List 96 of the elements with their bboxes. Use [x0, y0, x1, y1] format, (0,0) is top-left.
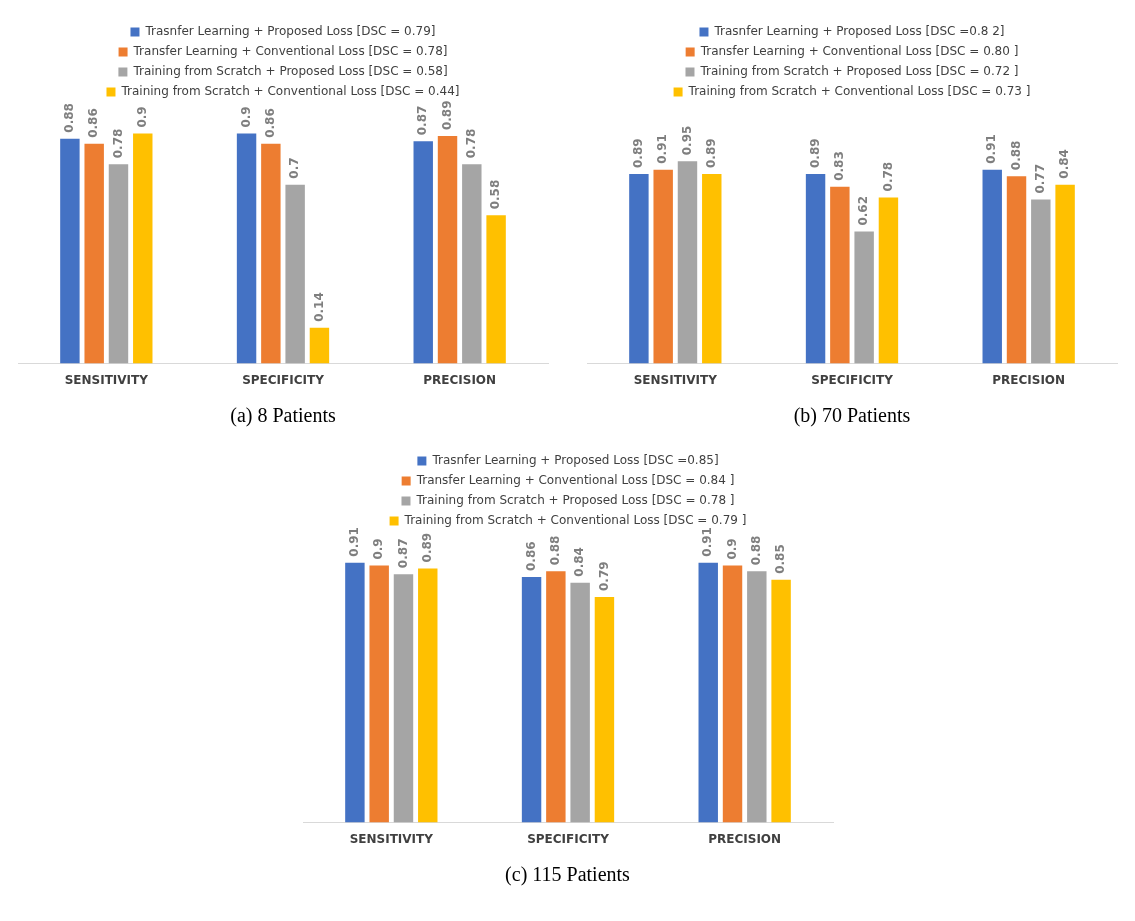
data-label: 0.83: [831, 151, 846, 181]
bar: [805, 174, 826, 364]
x-tick-label: PRECISION: [707, 831, 781, 846]
data-label: 0.9: [238, 106, 253, 128]
text: (c) 115 Patients: [505, 863, 630, 886]
data-label: 0.86: [262, 108, 277, 138]
bar: [84, 143, 104, 364]
legend-label: Training from Scratch + Proposed Loss [DSC = 0.58]: [132, 64, 448, 79]
data-label: 0.89: [631, 138, 646, 169]
data-label: 0.9: [724, 538, 739, 560]
data-label: 0.89: [419, 532, 434, 563]
bar: [1006, 176, 1027, 364]
bar: [486, 215, 506, 364]
bar: [1031, 199, 1051, 364]
legend-label: Trasnfer Learning + Proposed Loss [DSC =0.85]: [430, 453, 719, 468]
data-label: 0.84: [1057, 149, 1072, 179]
bar: [1055, 184, 1075, 364]
bar: [770, 579, 791, 823]
bar: [417, 568, 437, 823]
data-label: 0.14: [311, 292, 326, 322]
data-label: 0.91: [655, 134, 670, 164]
bar: [698, 562, 718, 823]
text: (a) 8 Patients: [230, 404, 336, 427]
bar: [261, 143, 281, 364]
bar: [285, 184, 305, 364]
data-label: 0.78: [880, 161, 895, 192]
data-label: 0.86: [523, 541, 538, 571]
legend-label: Transfer Learning + Conventional Loss [DSC = 0.80 ]: [699, 44, 1019, 59]
data-label: 0.84: [571, 547, 586, 577]
bar: [437, 136, 458, 364]
x-tick-label: SPECIFICITY: [811, 372, 894, 387]
data-label: 0.88: [748, 535, 763, 566]
legend-label: Training from Scratch + Conventional Loss [DSC = 0.73 ]: [687, 84, 1031, 99]
data-label: 0.87: [395, 538, 410, 569]
bar: [133, 133, 153, 364]
data-label: 0.91: [984, 134, 999, 164]
text: (b) 70 Patients: [793, 404, 911, 427]
data-label: 0.86: [86, 108, 101, 138]
data-label: 0.7: [287, 157, 302, 179]
data-label: 0.85: [772, 544, 787, 574]
bar: [236, 133, 257, 364]
x-tick-label: SPECIFICITY: [242, 372, 325, 387]
legend-label: Trasnfer Learning + Proposed Loss [DSC =0.8 2]: [713, 24, 1005, 39]
legend-label: Transfer Learning + Conventional Loss [DSC = 0.84 ]: [415, 473, 734, 488]
legend-label: Transfer Learning + Conventional Loss [DSC = 0.78]: [132, 44, 448, 59]
x-tick-label: SENSITIVITY: [633, 372, 718, 387]
x-tick-label: SENSITIVITY: [349, 831, 433, 846]
bar: [521, 576, 541, 823]
bar: [702, 174, 722, 364]
data-label: 0.89: [439, 100, 454, 131]
legend-label: Trasnfer Learning + Proposed Loss [DSC = 0.79]: [144, 24, 436, 39]
legend-label: Training from Scratch + Conventional Loss [DSC = 0.44]: [120, 84, 460, 99]
x-tick-label: SENSITIVITY: [64, 372, 149, 387]
bar: [854, 231, 874, 364]
bar: [878, 197, 899, 364]
x-tick-label: PRECISION: [992, 372, 1066, 387]
x-tick-label: PRECISION: [423, 372, 497, 387]
data-label: 0.88: [62, 103, 77, 133]
data-label: 0.9: [134, 106, 149, 128]
data-label: 0.91: [699, 527, 714, 557]
data-label: 0.89: [703, 138, 718, 169]
bar: [569, 582, 590, 823]
bar: [594, 596, 614, 823]
bar: [545, 571, 566, 823]
data-label: 0.62: [856, 195, 871, 226]
data-label: 0.91: [346, 527, 361, 557]
x-tick-label: SPECIFICITY: [526, 831, 609, 846]
bar: [746, 571, 767, 823]
bar: [982, 169, 1002, 364]
data-label: 0.95: [679, 125, 694, 156]
bar: [462, 164, 482, 364]
legend-label: Training from Scratch + Proposed Loss [DSC = 0.72 ]: [699, 64, 1019, 79]
data-label: 0.88: [547, 535, 562, 566]
data-label: 0.79: [596, 561, 611, 591]
bar: [108, 164, 129, 364]
bar: [368, 565, 389, 823]
bar: [393, 574, 413, 823]
data-label: 0.58: [488, 179, 503, 210]
data-label: 0.88: [1008, 140, 1023, 171]
bar: [309, 327, 330, 364]
bar: [629, 174, 649, 364]
data-label: 0.78: [110, 128, 125, 159]
bar: [60, 138, 80, 364]
data-label: 0.77: [1032, 163, 1047, 194]
bar: [722, 565, 742, 823]
bar: [653, 169, 673, 364]
data-label: 0.89: [807, 138, 822, 169]
data-label: 0.9: [370, 538, 385, 560]
bar: [677, 161, 698, 364]
bar: [344, 562, 365, 823]
data-label: 0.87: [415, 105, 430, 136]
legend-label: Training from Scratch + Conventional Loss [DSC = 0.79 ]: [403, 513, 746, 528]
bar: [830, 186, 850, 364]
bar: [413, 141, 433, 364]
legend-label: Training from Scratch + Proposed Loss [DSC = 0.78 ]: [414, 493, 735, 508]
data-label: 0.78: [463, 128, 478, 159]
